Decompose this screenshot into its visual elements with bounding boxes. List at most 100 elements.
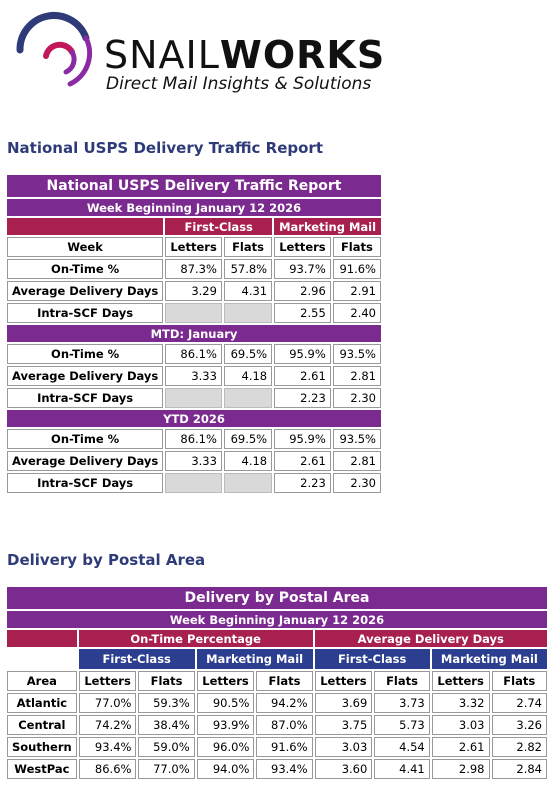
- cell-value: 4.18: [223, 366, 273, 386]
- cell-value: 94.2%: [256, 693, 313, 713]
- cell-value: 3.73: [374, 693, 430, 713]
- cell-value: 93.4%: [256, 759, 313, 779]
- cell-value: 2.91: [332, 281, 381, 301]
- group-marketing-mail: Marketing Mail: [274, 218, 381, 235]
- col-header-letters: Letters: [78, 671, 137, 691]
- table-row: Average Delivery Days 3.29 4.31 2.96 2.9…: [7, 281, 381, 301]
- row-label: On-Time %: [7, 344, 164, 364]
- table-row: Central 74.2% 38.4% 93.9% 87.0% 3.75 5.7…: [7, 715, 547, 735]
- table-title: Delivery by Postal Area: [7, 587, 547, 609]
- area-label: Southern: [7, 737, 77, 757]
- subgroup-first-class: First-Class: [314, 649, 430, 669]
- table-row: On-Time % 87.3% 57.8% 93.7% 91.6%: [7, 259, 381, 279]
- col-header-letters: Letters: [165, 237, 222, 257]
- cell-value: 87.3%: [165, 259, 222, 279]
- cell-value: 3.26: [491, 715, 547, 735]
- week-banner: Week Beginning January 12 2026: [7, 199, 381, 216]
- cell-value: 77.0%: [78, 693, 137, 713]
- table-row: On-Time % 86.1% 69.5% 95.9% 93.5%: [7, 344, 381, 364]
- table-row: Intra-SCF Days 2.23 2.30: [7, 473, 381, 493]
- row-label: Intra-SCF Days: [7, 473, 164, 493]
- cell-value: 69.5%: [223, 429, 273, 449]
- cell-value: 93.5%: [332, 429, 381, 449]
- cell-value: 2.30: [332, 388, 381, 408]
- cell-value: 91.6%: [256, 737, 313, 757]
- cell-value: 2.81: [332, 366, 381, 386]
- logo-wordmark: SNAILWORKS: [104, 33, 386, 77]
- cell-value: 95.9%: [274, 344, 331, 364]
- col-header-flats: Flats: [223, 237, 273, 257]
- postal-area-heading: Delivery by Postal Area: [7, 551, 206, 569]
- group-first-class: First-Class: [165, 218, 273, 235]
- cell-value: 3.60: [314, 759, 373, 779]
- col-header-flats: Flats: [138, 671, 195, 691]
- logo-tagline: Direct Mail Insights & Solutions: [106, 74, 372, 94]
- subgroup-marketing-mail: Marketing Mail: [196, 649, 313, 669]
- cell-value: 2.82: [491, 737, 547, 757]
- table-row: Atlantic 77.0% 59.3% 90.5% 94.2% 3.69 3.…: [7, 693, 547, 713]
- subgroup-first-class: First-Class: [78, 649, 195, 669]
- table-row: Southern 93.4% 59.0% 96.0% 91.6% 3.03 4.…: [7, 737, 547, 757]
- cell-value: 2.74: [491, 693, 547, 713]
- col-header-flats: Flats: [332, 237, 381, 257]
- cell-value: 2.30: [332, 473, 381, 493]
- cell-value: 2.96: [274, 281, 331, 301]
- area-label: Central: [7, 715, 77, 735]
- cell-value: 87.0%: [256, 715, 313, 735]
- empty-cell: [223, 303, 273, 323]
- table-row: Average Delivery Days 3.33 4.18 2.61 2.8…: [7, 451, 381, 471]
- cell-value: 91.6%: [332, 259, 381, 279]
- table-row: WestPac 86.6% 77.0% 94.0% 93.4% 3.60 4.4…: [7, 759, 547, 779]
- cell-value: 2.81: [332, 451, 381, 471]
- col-header-letters: Letters: [196, 671, 255, 691]
- cell-value: 57.8%: [223, 259, 273, 279]
- cell-value: 5.73: [374, 715, 430, 735]
- group-spacer: [7, 630, 77, 647]
- cell-value: 2.61: [431, 737, 490, 757]
- cell-value: 4.18: [223, 451, 273, 471]
- cell-value: 38.4%: [138, 715, 195, 735]
- group-on-time-percentage: On-Time Percentage: [78, 630, 313, 647]
- cell-value: 86.1%: [165, 429, 222, 449]
- report-heading: National USPS Delivery Traffic Report: [7, 139, 323, 157]
- cell-value: 2.61: [274, 451, 331, 471]
- row-label: Average Delivery Days: [7, 281, 164, 301]
- cell-value: 94.0%: [196, 759, 255, 779]
- row-label: Average Delivery Days: [7, 451, 164, 471]
- cell-value: 93.5%: [332, 344, 381, 364]
- cell-value: 59.0%: [138, 737, 195, 757]
- cell-value: 59.3%: [138, 693, 195, 713]
- cell-value: 96.0%: [196, 737, 255, 757]
- col-header-letters: Letters: [314, 671, 373, 691]
- table-row: Average Delivery Days 3.33 4.18 2.61 2.8…: [7, 366, 381, 386]
- cell-value: 2.55: [274, 303, 331, 323]
- cell-value: 2.84: [491, 759, 547, 779]
- cell-value: 4.41: [374, 759, 430, 779]
- empty-cell: [223, 388, 273, 408]
- row-label: Intra-SCF Days: [7, 388, 164, 408]
- cell-value: 3.03: [431, 715, 490, 735]
- col-header-week: Week: [7, 237, 164, 257]
- cell-value: 77.0%: [138, 759, 195, 779]
- col-header-flats: Flats: [374, 671, 430, 691]
- cell-value: 90.5%: [196, 693, 255, 713]
- area-label: WestPac: [7, 759, 77, 779]
- cell-value: 2.98: [431, 759, 490, 779]
- cell-value: 2.40: [332, 303, 381, 323]
- cell-value: 95.9%: [274, 429, 331, 449]
- empty-cell: [165, 473, 222, 493]
- row-label: Intra-SCF Days: [7, 303, 164, 323]
- cell-value: 3.03: [314, 737, 373, 757]
- cell-value: 3.33: [165, 451, 222, 471]
- postal-area-table: Delivery by Postal Area Week Beginning J…: [5, 585, 549, 781]
- col-header-area: Area: [7, 671, 77, 691]
- cell-value: 93.9%: [196, 715, 255, 735]
- col-header-letters: Letters: [431, 671, 490, 691]
- empty-cell: [223, 473, 273, 493]
- table-row: Intra-SCF Days 2.55 2.40: [7, 303, 381, 323]
- cell-value: 4.31: [223, 281, 273, 301]
- cell-value: 2.23: [274, 388, 331, 408]
- cell-value: 93.4%: [78, 737, 137, 757]
- empty-cell: [165, 303, 222, 323]
- table-row: On-Time % 86.1% 69.5% 95.9% 93.5%: [7, 429, 381, 449]
